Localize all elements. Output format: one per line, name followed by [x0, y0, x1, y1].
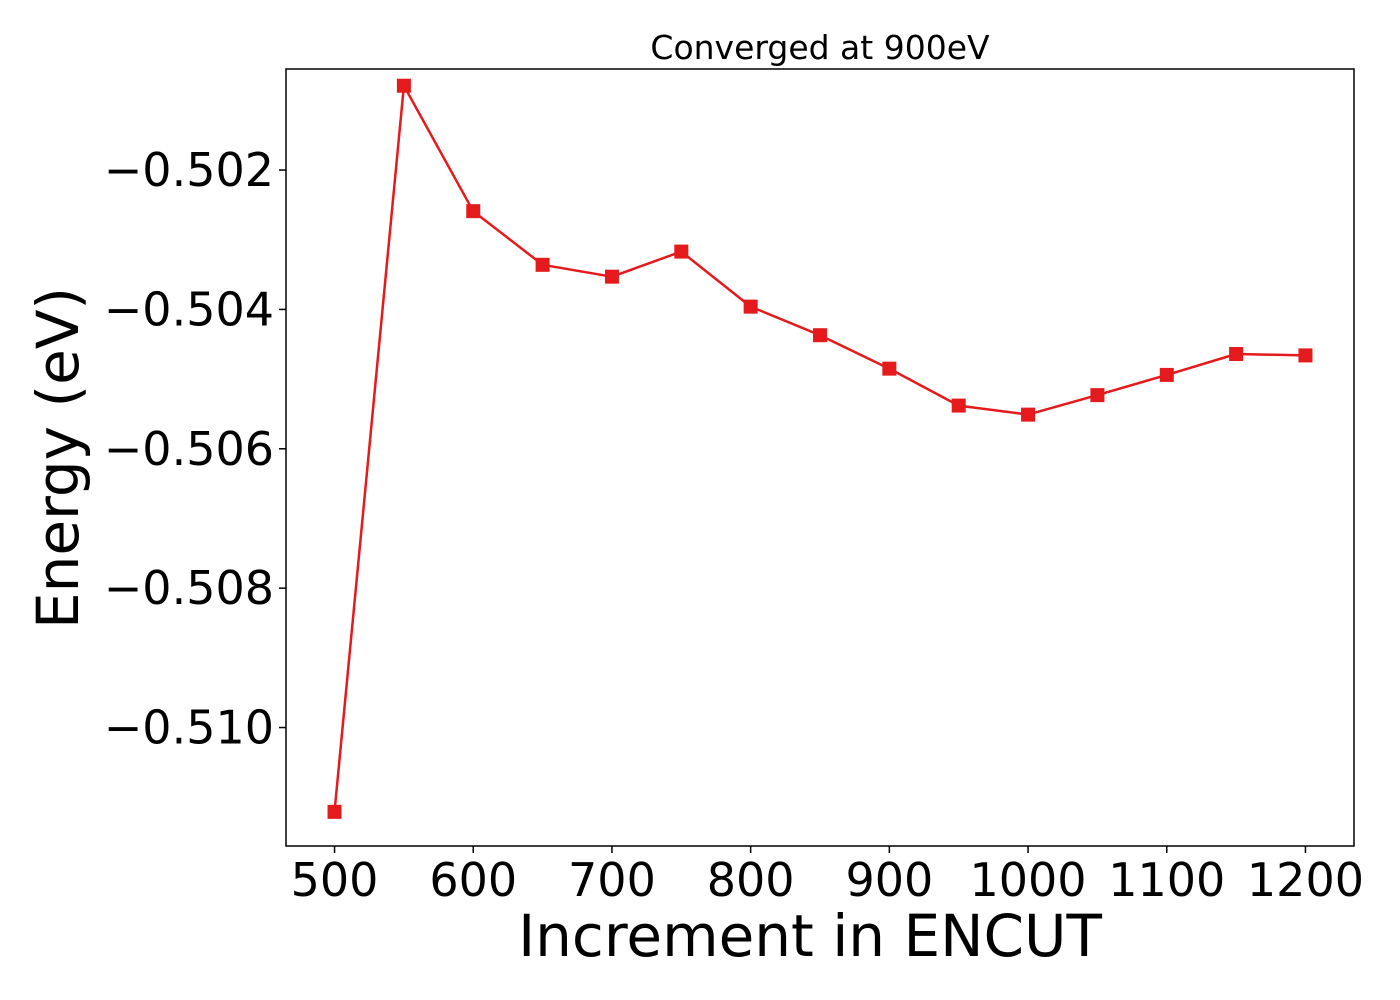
data-point-marker [327, 804, 342, 819]
y-tick-label: −0.502 [104, 143, 274, 197]
y-tick-label: −0.510 [104, 701, 274, 755]
series-layer [327, 78, 1313, 819]
x-tick-label: 900 [845, 853, 933, 907]
data-point-marker [604, 269, 619, 284]
data-point-marker [813, 328, 827, 343]
data-point-marker [396, 78, 411, 93]
y-tick-label: −0.506 [104, 422, 274, 476]
x-axis-title: Increment in ENCUT [518, 902, 1102, 970]
data-point-marker [1159, 367, 1174, 382]
data-point-marker [535, 257, 550, 272]
x-tick-label: 1000 [970, 853, 1087, 907]
data-point-marker [951, 398, 966, 413]
data-point-marker [1229, 347, 1244, 362]
data-point-marker [466, 204, 481, 219]
chart-title: Converged at 900eV [650, 28, 990, 67]
data-point-marker [1021, 407, 1036, 422]
x-tick-label: 1200 [1247, 853, 1364, 907]
x-tick-label: 1100 [1108, 853, 1225, 907]
data-point-marker [1298, 348, 1313, 363]
y-tick-label: −0.508 [104, 561, 274, 615]
data-point-marker [743, 299, 758, 314]
x-axis-ticks: 500 600 700 800 900 1000 1100 1200 [291, 846, 1364, 907]
x-tick-label: 800 [707, 853, 795, 907]
y-tick-label: −0.504 [104, 282, 274, 336]
y-axis-title: Energy (eV) [24, 287, 92, 629]
data-point-marker [882, 361, 897, 376]
data-point-marker [674, 244, 689, 259]
data-point-marker [1090, 388, 1105, 403]
x-tick-label: 700 [568, 853, 656, 907]
plot-area [285, 68, 1355, 847]
x-tick-label: 500 [291, 853, 379, 907]
x-tick-label: 600 [429, 853, 517, 907]
y-axis-ticks: −0.502 −0.504 −0.506 −0.508 −0.510 [104, 143, 286, 755]
